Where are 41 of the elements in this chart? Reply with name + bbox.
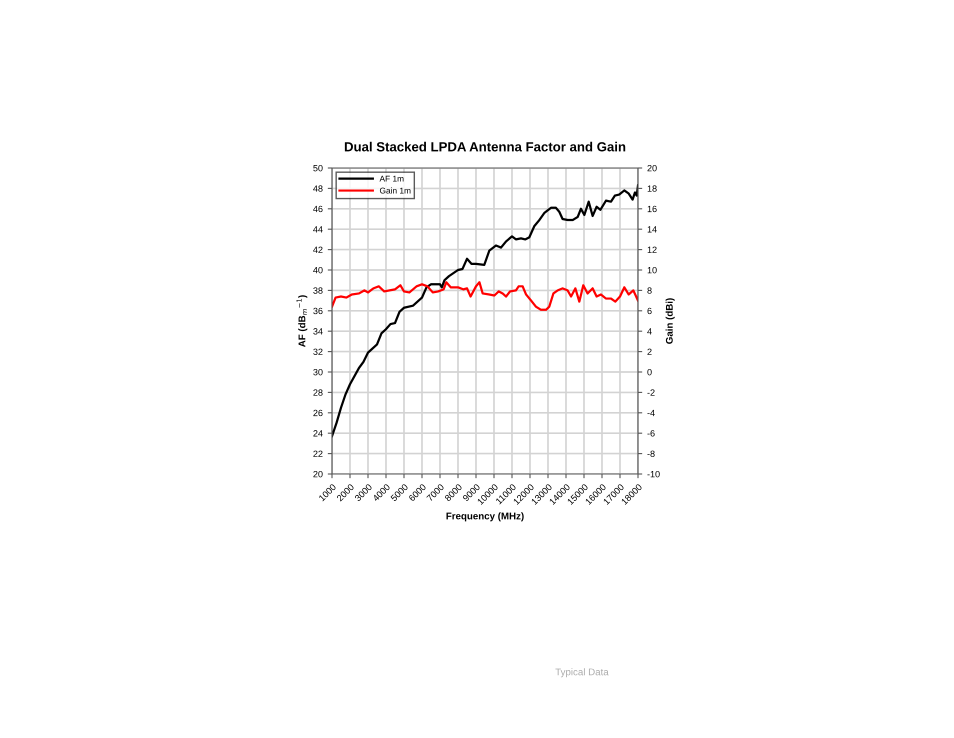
y2-tick-label: -6 [647, 430, 655, 437]
y2-axis-title: Gain (dBi) [666, 298, 675, 344]
y2-tick-label: 6 [647, 308, 652, 314]
y2-tick-label: 2 [647, 348, 652, 355]
text: Typical Data [555, 668, 609, 678]
x-axis-title: Frequency (MHz) [446, 512, 524, 522]
legend-label: AF 1m [380, 176, 404, 182]
y-tick-label: 36 [313, 308, 323, 314]
y2-tick-label: 8 [647, 287, 652, 294]
y2-tick-label: 4 [647, 328, 652, 334]
y-tick-label: 40 [313, 266, 323, 274]
y2-tick-label: -8 [647, 450, 655, 457]
line-series [332, 184, 638, 438]
chart-title: Dual Stacked LPDA Antenna Factor and Gain [344, 142, 626, 152]
y-tick-label: 44 [313, 226, 323, 232]
y-tick-label: 32 [313, 348, 323, 355]
y2-tick-label: -2 [647, 389, 655, 396]
y-tick-label: 46 [313, 206, 323, 212]
y2-tick-label: 16 [648, 206, 657, 212]
legend-label: Gain 1m [380, 187, 410, 194]
y2-tick-label: -10 [647, 470, 660, 478]
y2-tick-label: -4 [647, 410, 655, 416]
y-tick-label: 38 [313, 287, 323, 294]
y2-tick-label: 10 [648, 266, 657, 274]
y-tick-label: 20 [313, 470, 323, 478]
y-tick-label: 50 [313, 164, 323, 172]
y-axis-title: AF (dB$_{m}$$^{−1}$) [296, 295, 308, 348]
y-tick-label: 34 [313, 328, 323, 335]
y-tick-label: 30 [313, 368, 323, 376]
y-tick-label: 28 [313, 389, 323, 396]
y-tick-label: 24 [313, 430, 323, 436]
y2-tick-label: 12 [648, 246, 657, 253]
y2-tick-label: 18 [648, 185, 657, 192]
y2-tick-label: 14 [648, 226, 657, 232]
y-tick-label: 48 [313, 185, 323, 192]
y-tick-label: 42 [313, 246, 323, 253]
y2-tick-label: 20 [647, 164, 657, 172]
y-tick-label: 22 [313, 450, 323, 457]
y2-tick-label: 0 [647, 368, 652, 376]
line-series [332, 281, 638, 311]
y-tick-label: 26 [313, 410, 323, 416]
